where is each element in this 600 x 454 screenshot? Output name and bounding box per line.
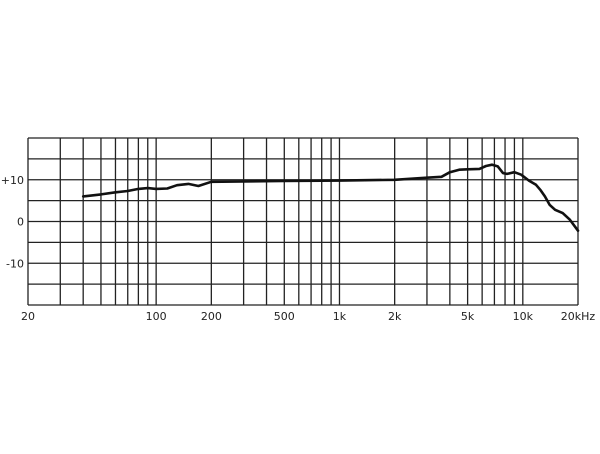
y-tick-label: +10	[1, 174, 24, 187]
x-tick-label: 200	[201, 310, 222, 323]
response-curve	[81, 163, 580, 232]
tick-labels: 20 100 200 500 1k 2k 5k 10k 20kHz +10 0 -10	[1, 174, 596, 323]
x-tick-label: 20kHz	[561, 310, 596, 323]
y-tick-label: -10	[6, 257, 24, 270]
x-tick-label: 100	[146, 310, 167, 323]
x-tick-label: 2k	[388, 310, 402, 323]
x-tick-label: 10k	[513, 310, 534, 323]
x-tick-label: 500	[274, 310, 295, 323]
x-tick-label: 1k	[333, 310, 347, 323]
x-tick-label: 5k	[461, 310, 475, 323]
grid	[27, 137, 579, 306]
x-tick-label: 20	[21, 310, 35, 323]
y-tick-label: 0	[17, 216, 24, 229]
